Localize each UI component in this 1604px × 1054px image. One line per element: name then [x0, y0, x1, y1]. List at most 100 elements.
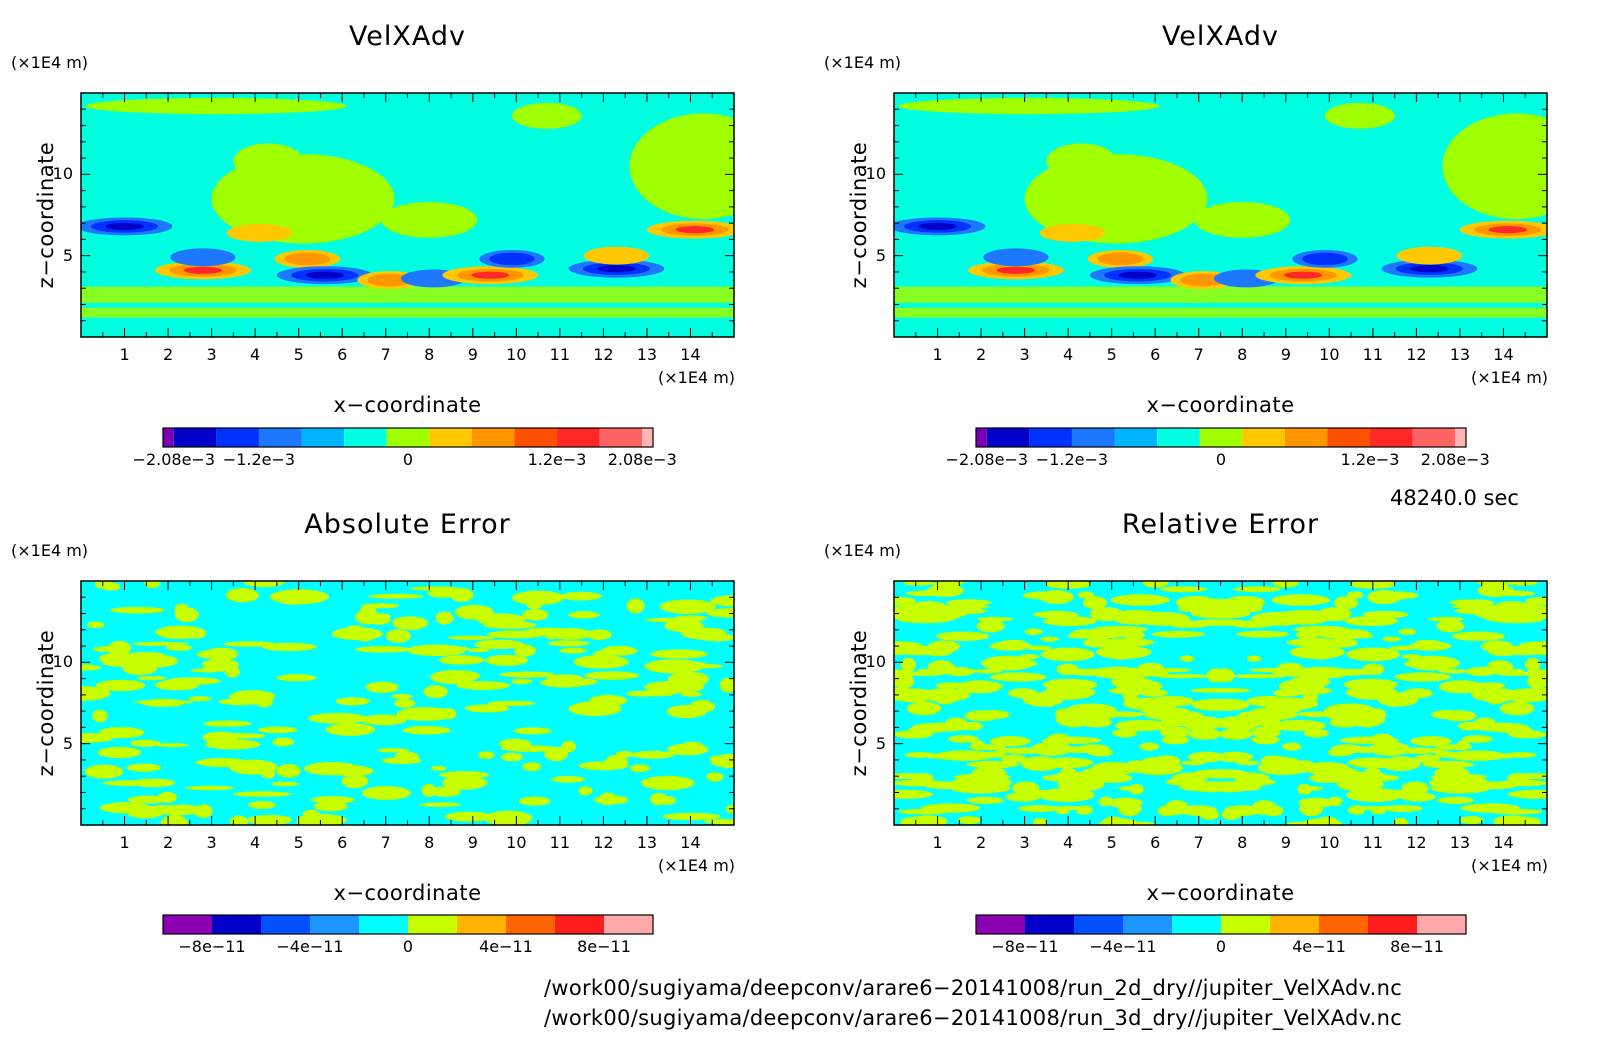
data-blob: [1284, 271, 1323, 279]
error-blob: [561, 740, 576, 753]
error-blob: [1000, 639, 1027, 645]
x-tick-label: 12: [1406, 345, 1427, 364]
x-tick-label: 5: [1106, 833, 1117, 852]
error-blob: [1161, 714, 1188, 727]
error-blob: [229, 815, 249, 825]
field-region: [1046, 143, 1117, 180]
error-blob: [894, 692, 906, 701]
error-blob: [667, 743, 709, 756]
error-blob: [223, 641, 276, 647]
error-blob: [449, 587, 474, 602]
x-tick-label: 14: [680, 345, 701, 364]
error-blob: [203, 720, 252, 727]
error-blob: [1485, 692, 1506, 705]
error-blob: [155, 625, 206, 640]
data-blob: [1097, 252, 1144, 266]
colorbar-frame: [975, 427, 1467, 448]
error-blob: [1020, 756, 1061, 772]
error-blob: [513, 727, 552, 735]
error-blob: [1366, 763, 1389, 769]
error-blob: [666, 704, 707, 719]
field-band: [81, 307, 734, 318]
error-blob: [1428, 616, 1464, 622]
error-blob: [430, 670, 477, 685]
x-tick-label: 5: [293, 833, 304, 852]
error-blob: [966, 796, 1005, 804]
colorbar-segment: [557, 428, 600, 447]
error-blob: [247, 814, 292, 825]
error-blob: [127, 795, 171, 804]
error-blob: [1346, 647, 1400, 662]
colorbar-label: −1.2e−3: [1035, 450, 1109, 469]
error-blob: [1251, 726, 1282, 738]
error-blob: [427, 588, 457, 598]
error-blob: [435, 611, 454, 625]
data-blob: [1396, 246, 1463, 265]
error-blob: [1055, 807, 1070, 815]
colorbar-segment: [386, 428, 430, 447]
plot-area: [81, 93, 734, 337]
error-blob: [359, 613, 391, 619]
error-blob: [1114, 719, 1170, 732]
error-blob: [1334, 596, 1358, 610]
error-blob: [1067, 633, 1099, 639]
x-tick-label: 11: [1362, 345, 1384, 364]
error-blob: [1326, 638, 1358, 648]
error-blob: [248, 800, 276, 810]
error-blob: [945, 717, 968, 729]
error-blob: [1233, 586, 1282, 593]
x-axis-label: x−coordinate: [1146, 881, 1295, 905]
error-blob: [464, 704, 510, 713]
y-tick-label: 5: [62, 733, 73, 753]
error-blob: [467, 648, 490, 653]
error-blob: [1495, 726, 1533, 734]
error-blob: [368, 593, 424, 599]
error-blob: [644, 659, 704, 674]
error-blob: [394, 698, 416, 708]
colorbar-segment: [976, 915, 1025, 934]
colorbar-segment: [344, 428, 387, 447]
colorbar-segment: [1074, 915, 1123, 934]
error-blob: [1110, 594, 1170, 606]
colorbar-segment: [216, 428, 259, 447]
error-blob: [904, 752, 936, 758]
error-blob: [511, 590, 565, 605]
error-blob: [1401, 781, 1429, 795]
colorbar-segment: [1412, 428, 1456, 447]
error-blob: [419, 802, 462, 807]
colorbar-segment: [1123, 915, 1172, 934]
error-blob: [935, 692, 956, 705]
error-blob: [1489, 616, 1544, 624]
error-blob: [130, 739, 161, 747]
error-blob: [439, 771, 490, 779]
x-tick-label: 11: [1362, 833, 1384, 852]
error-blob: [1535, 692, 1547, 701]
error-blob: [276, 763, 301, 778]
colorbar-segment: [471, 428, 515, 447]
error-blob: [361, 786, 411, 800]
error-blob: [402, 725, 451, 735]
error-blob: [897, 616, 952, 624]
colorbar-segment: [1319, 915, 1368, 934]
y-unit-label: (×1E4 m): [11, 53, 89, 72]
error-blob: [1327, 748, 1354, 757]
error-blob: [906, 701, 942, 716]
error-blob: [662, 812, 721, 821]
error-blob: [1108, 686, 1162, 695]
error-blob: [1149, 695, 1195, 707]
error-blob: [1257, 760, 1309, 776]
error-blob: [1111, 611, 1172, 618]
data-blob: [918, 222, 957, 230]
error-blob: [336, 767, 354, 775]
panel-2: [80, 580, 735, 935]
x-tick-label: 9: [1280, 345, 1291, 364]
y-tick-label: 10: [52, 164, 73, 184]
error-blob: [1219, 728, 1253, 740]
error-blob: [977, 710, 1010, 720]
error-blob: [1230, 620, 1273, 628]
data-blob: [284, 252, 331, 266]
error-blob: [1271, 719, 1327, 732]
plot-area: [894, 581, 1547, 825]
plot-area: [894, 93, 1547, 337]
error-blob: [641, 775, 695, 791]
